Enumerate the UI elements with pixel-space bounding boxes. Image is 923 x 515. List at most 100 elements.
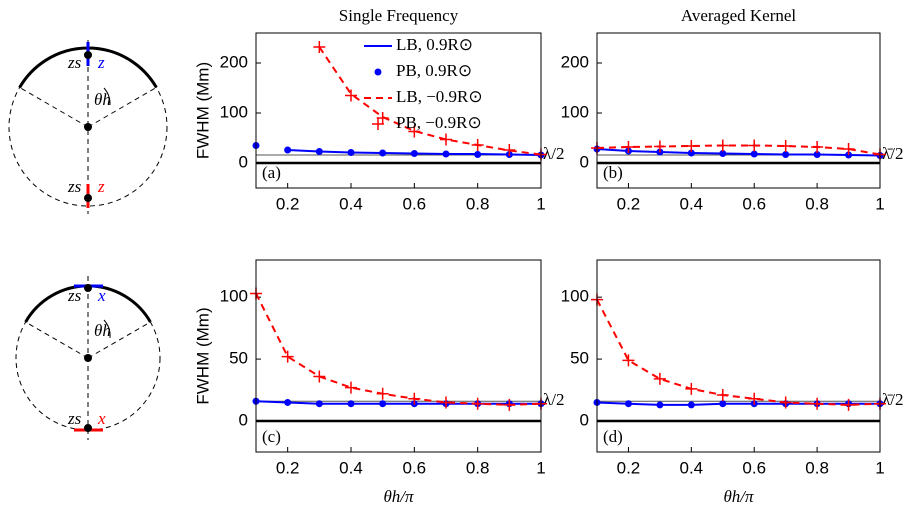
point (624, 400, 632, 408)
legend-marker (374, 68, 382, 76)
y-tick-label: 0 (580, 152, 589, 171)
legend-label: PB, −0.9R⊙ (396, 113, 482, 132)
point (379, 400, 387, 408)
x-tick-label: 0.6 (742, 194, 766, 213)
x-tick-label: 0.2 (617, 194, 641, 213)
point (284, 398, 292, 406)
point (622, 354, 635, 367)
point (656, 401, 664, 409)
y-tick-label: 200 (561, 52, 589, 71)
point (345, 89, 357, 102)
point (653, 372, 666, 385)
point (471, 397, 484, 410)
point (442, 150, 450, 158)
label: zs (67, 409, 82, 428)
panel-label: (d) (603, 427, 623, 446)
point (685, 140, 698, 152)
y-tick-label: 50 (229, 349, 248, 368)
reference-label: λ̄/2 (882, 390, 903, 409)
point (84, 424, 92, 432)
point (408, 392, 421, 405)
x-tick-label: 1 (875, 194, 884, 213)
point (719, 400, 727, 408)
y-tick-label: 0 (239, 411, 248, 430)
point (503, 144, 516, 156)
point (622, 141, 635, 153)
point (653, 140, 666, 153)
x-tick-label: 0.2 (276, 458, 300, 477)
x-tick-label: 0.2 (276, 194, 300, 213)
angle-arc (103, 87, 111, 106)
x-axis-label: θh/π (723, 487, 754, 506)
label: zs (67, 177, 82, 196)
point (345, 381, 357, 394)
x-tick-label: 0.8 (466, 458, 490, 477)
point (315, 148, 323, 155)
legend-label: PB, 0.9R⊙ (396, 61, 472, 80)
point (748, 139, 761, 152)
panel-label: (c) (262, 427, 281, 446)
plot-frame (255, 259, 542, 453)
point (685, 382, 698, 395)
point (84, 354, 92, 362)
series-line (596, 299, 881, 406)
legend-label: LB, −0.9R⊙ (396, 87, 483, 106)
point (782, 151, 790, 158)
plot-frame (255, 32, 542, 189)
panel-title: Single Frequency (339, 6, 459, 25)
point (471, 139, 484, 151)
point (716, 389, 729, 402)
point (440, 396, 452, 409)
series-line (596, 148, 881, 157)
point (284, 146, 292, 154)
label: θh (94, 321, 111, 340)
point (281, 350, 294, 363)
y-axis-label: FWHM (Mm) (193, 307, 212, 404)
point (474, 151, 482, 158)
y-tick-label: 100 (220, 287, 248, 306)
series-line (255, 400, 541, 405)
y-tick-label: 0 (239, 152, 248, 171)
point (84, 51, 92, 59)
point (813, 151, 821, 158)
y-tick-label: 0 (580, 411, 589, 430)
x-tick-label: 0.4 (339, 194, 363, 213)
y-tick-label: 200 (220, 52, 248, 71)
point (716, 139, 729, 152)
point (779, 396, 792, 409)
point (379, 149, 387, 157)
legend-marker (372, 118, 384, 130)
reference-label: λ/2 (543, 390, 564, 409)
point (408, 125, 421, 138)
point (313, 41, 326, 53)
x-tick-label: 0.4 (680, 194, 704, 213)
x-tick-label: 0.2 (617, 458, 641, 477)
y-tick-label: 100 (561, 287, 589, 306)
reference-label: λ/2 (543, 144, 564, 163)
x-axis-label: θh/π (383, 487, 414, 506)
x-tick-label: 1 (536, 458, 545, 477)
diagram-top (8, 40, 168, 214)
plot-frame (596, 32, 881, 189)
point (347, 149, 355, 156)
label: zs (67, 53, 82, 72)
label: z (97, 177, 105, 196)
point (779, 140, 792, 152)
point (347, 400, 355, 408)
point (748, 392, 761, 405)
point (84, 194, 92, 202)
point (315, 400, 323, 408)
panel-title: Averaged Kernel (681, 6, 797, 25)
point (440, 133, 452, 146)
series-line (255, 292, 542, 406)
angle-arc (103, 319, 111, 339)
point (842, 143, 855, 155)
y-tick-label: 50 (570, 349, 589, 368)
y-tick-label: 100 (561, 102, 589, 121)
point (687, 149, 695, 157)
x-tick-label: 0.8 (466, 194, 490, 213)
label: z (97, 53, 105, 72)
reference-label: λ̄/2 (882, 144, 903, 163)
x-tick-label: 0.6 (403, 194, 427, 213)
point (410, 150, 418, 157)
